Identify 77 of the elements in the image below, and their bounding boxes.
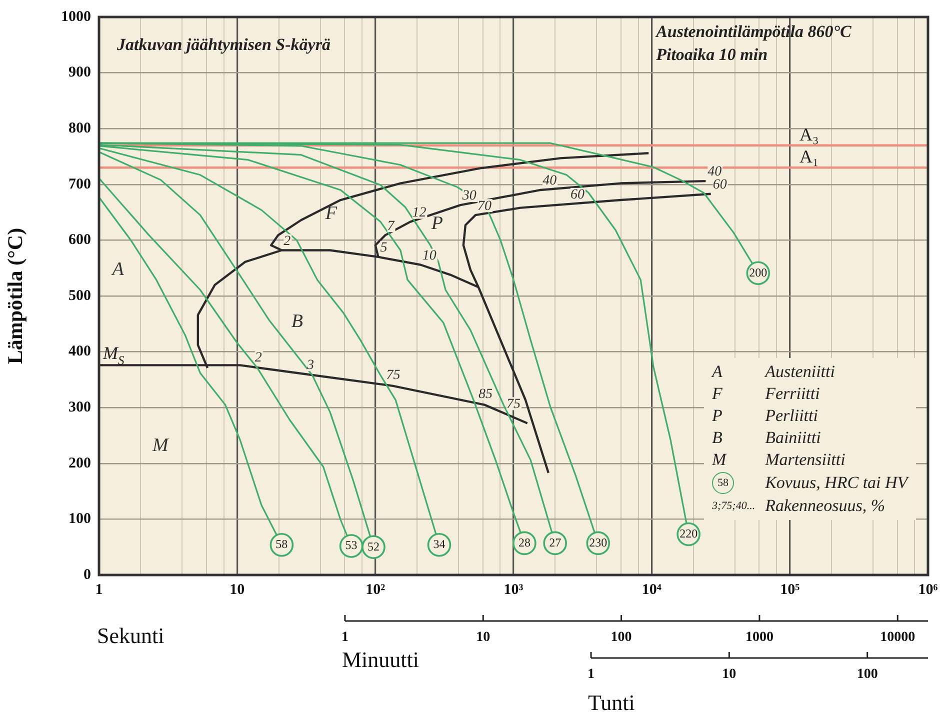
text: 1000 (745, 630, 774, 645)
annotation: A (712, 362, 724, 382)
annotation: M (712, 450, 728, 470)
text: 100 (856, 667, 878, 682)
text: Minuutti (342, 647, 419, 672)
circle-outline: 58 (712, 472, 734, 494)
y-tick-label: 900 (68, 64, 91, 81)
y-tick-label: 100 (68, 511, 91, 528)
annotation: 53 (345, 538, 358, 552)
text: 1 (588, 667, 595, 682)
annotation: Rakenneosuus, % (765, 496, 886, 516)
text: 1 (341, 630, 348, 645)
annotation: 70 (478, 198, 492, 214)
x-tick-label: 10⁴ (642, 582, 662, 598)
annotation: 40 (708, 164, 722, 180)
annotation: 30 (461, 188, 476, 204)
text: 100 (610, 630, 632, 645)
annotation: M (151, 435, 170, 456)
annotation: 10 (422, 248, 436, 264)
y-tick-label: 0 (84, 566, 91, 583)
annotation: A (110, 258, 124, 280)
annotation: Ferriitti (765, 384, 821, 404)
annotation: F (324, 202, 338, 224)
y-tick-label: 200 (68, 455, 91, 472)
annotation: Perliitti (765, 406, 819, 426)
annotation: 85 (478, 386, 493, 402)
annotation: 2 (254, 350, 262, 366)
x-tick-label: 10 (230, 582, 245, 598)
annotation: 75 (386, 368, 400, 383)
y-tick-label: 500 (68, 288, 91, 304)
annotation: 34 (433, 537, 446, 552)
annotation: P (430, 213, 444, 234)
annotation: 52 (368, 539, 380, 554)
x-tick-label: 10² (366, 582, 386, 598)
annotation: Kovuus, HRC tai HV (765, 473, 908, 493)
x-tick-label: 10⁶ (918, 582, 938, 598)
x-tick-label: 1 (95, 582, 103, 598)
annotation: 27 (549, 535, 562, 550)
y-tick-label: 700 (68, 176, 91, 192)
annotation: 60 (570, 188, 584, 203)
annotation: 40 (542, 174, 557, 189)
text: Tunti (588, 690, 635, 715)
y-tick-label: 300 (68, 399, 91, 416)
y-tick-label: 400 (68, 344, 91, 360)
annotation: B (291, 311, 304, 332)
annotation: Pitoaika 10 min (655, 45, 768, 64)
y-tick-label: 800 (68, 120, 91, 136)
annotation: 12 (412, 205, 426, 220)
y-tick-label: 600 (68, 232, 91, 248)
annotation: 28 (518, 535, 530, 550)
ref-line-label: A₃ (800, 124, 819, 144)
annotation: 2 (284, 234, 291, 249)
annotation: 7 (387, 218, 396, 234)
annotation: 230 (589, 535, 608, 550)
annotation: 3;75;40... (712, 500, 756, 512)
annotation: 58 (276, 537, 288, 552)
text: 10 (722, 667, 736, 682)
annotation: Martensiitti (765, 450, 846, 470)
annotation: B (712, 428, 724, 448)
annotation: 3 (306, 358, 314, 373)
annotation: 60 (712, 178, 727, 193)
annotation: P (712, 406, 724, 426)
x-tick-label: 10⁵ (780, 582, 800, 598)
y-tick-label: 1000 (61, 8, 91, 25)
ref-line-label: A₁ (800, 146, 819, 167)
text: 10 (476, 630, 490, 645)
annotation: Bainiitti (765, 428, 822, 448)
annotation: 220 (680, 526, 698, 540)
annotation: Austeniitti (765, 362, 836, 382)
annotation: 200 (749, 265, 768, 280)
text: 10000 (880, 630, 916, 645)
annotation: F (712, 384, 724, 404)
x-axis-title: Sekunti (97, 623, 164, 648)
annotation: 75 (506, 396, 520, 412)
annotation: 5 (380, 240, 388, 256)
x-tick-label: 10³ (504, 582, 524, 598)
y-axis-title: Lämpötila (°C) (3, 228, 28, 364)
